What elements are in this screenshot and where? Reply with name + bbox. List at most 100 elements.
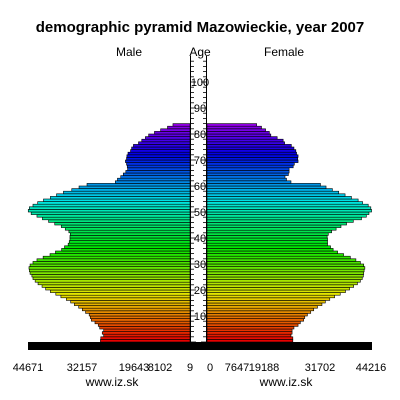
female-tick-19188: 19188 xyxy=(249,362,280,374)
male-bar-age-5 xyxy=(99,326,191,330)
male-bar-age-49 xyxy=(30,211,191,215)
male-bar-age-50 xyxy=(27,209,191,213)
male-bar-age-9 xyxy=(89,315,191,319)
female-bar-age-59 xyxy=(206,185,327,189)
age-label-100: 100 xyxy=(191,77,209,89)
female-bar-age-25 xyxy=(206,274,364,278)
female-bar-age-26 xyxy=(206,271,365,275)
female-bar-age-45 xyxy=(206,222,347,226)
female-bar-age-6 xyxy=(206,323,299,327)
male-bar-age-24 xyxy=(32,276,191,280)
female-bar-age-2 xyxy=(206,333,292,338)
female-bar-age-49 xyxy=(206,211,370,215)
male-bar-age-57 xyxy=(63,190,191,195)
female-bar-age-14 xyxy=(206,302,323,306)
male-tick-8102: 8102 xyxy=(148,362,172,374)
male-bar-age-2 xyxy=(103,333,191,338)
female-bar-age-70 xyxy=(206,157,298,161)
female-bar-age-19 xyxy=(206,289,346,293)
male-bar-age-21 xyxy=(41,284,191,288)
baseline-bar xyxy=(28,342,372,350)
female-tick-7647: 7647 xyxy=(225,362,249,374)
male-bar-age-26 xyxy=(29,271,191,275)
male-bar-age-30 xyxy=(32,261,191,265)
male-bar-age-81 xyxy=(160,128,191,132)
male-tick-19643: 19643 xyxy=(119,362,150,374)
female-bar-age-64 xyxy=(206,172,289,176)
age-label-10: 10 xyxy=(194,311,206,323)
female-bar-age-74 xyxy=(206,146,295,150)
female-bar-age-62 xyxy=(206,177,287,182)
male-bar-age-55 xyxy=(50,196,191,200)
female-bar-age-7 xyxy=(206,320,301,325)
male-bar-age-75 xyxy=(133,144,191,148)
male-bar-age-54 xyxy=(43,198,191,202)
male-bar-age-69 xyxy=(125,159,191,163)
male-bar-age-45 xyxy=(54,222,191,226)
female-bar-age-83 xyxy=(206,123,257,127)
male-bar-age-1 xyxy=(100,336,191,340)
male-bar-age-10 xyxy=(88,313,191,317)
female-bar-age-29 xyxy=(206,263,365,267)
male-bar-age-83 xyxy=(172,123,191,127)
female-bar-age-43 xyxy=(206,227,337,231)
male-bars-group xyxy=(27,123,191,343)
female-bar-age-72 xyxy=(206,151,297,156)
male-bar-age-62 xyxy=(117,177,191,182)
female-bar-age-63 xyxy=(206,175,286,179)
male-bar-age-60 xyxy=(86,183,191,187)
male-bar-age-29 xyxy=(29,263,191,267)
female-bar-age-4 xyxy=(206,328,293,332)
chart-title: demographic pyramid Mazowieckie, year 20… xyxy=(35,19,365,36)
male-bar-age-67 xyxy=(126,164,191,169)
male-bar-age-65 xyxy=(125,170,191,174)
male-bar-age-3 xyxy=(101,331,191,335)
female-tick-0: 0 xyxy=(207,362,213,374)
female-tick-31702: 31702 xyxy=(305,362,336,374)
female-bar-age-53 xyxy=(206,201,363,205)
female-bar-age-47 xyxy=(206,216,362,221)
female-bar-age-44 xyxy=(206,224,342,228)
age-tick-labels: 10 20 30 40 50 60 70 80 90 100 xyxy=(191,77,209,323)
female-bar-age-0 xyxy=(206,339,294,343)
male-bar-age-74 xyxy=(131,146,191,150)
male-bar-age-22 xyxy=(37,281,191,286)
male-bar-age-12 xyxy=(81,307,191,312)
female-bar-age-11 xyxy=(206,310,312,314)
male-bar-age-15 xyxy=(70,300,191,304)
female-bar-age-58 xyxy=(206,188,333,192)
male-bar-age-76 xyxy=(138,141,191,145)
male-bar-age-20 xyxy=(45,287,191,291)
male-bar-age-23 xyxy=(34,279,191,283)
female-bar-age-36 xyxy=(206,245,331,249)
male-tick-9: 9 xyxy=(187,362,193,374)
female-bar-age-9 xyxy=(206,315,306,319)
female-bar-age-60 xyxy=(206,183,321,187)
female-bar-age-65 xyxy=(206,170,290,174)
female-bar-age-3 xyxy=(206,331,293,335)
female-bar-age-17 xyxy=(206,294,335,299)
male-bar-age-66 xyxy=(127,167,191,171)
male-bar-age-78 xyxy=(145,136,191,140)
male-bar-age-33 xyxy=(49,253,191,257)
female-bar-age-32 xyxy=(206,255,351,260)
male-bar-age-80 xyxy=(154,131,191,135)
male-bar-age-61 xyxy=(114,180,191,184)
female-x-tick-labels: 0 7647 19188 31702 44216 xyxy=(207,362,386,374)
male-bar-age-44 xyxy=(60,224,191,228)
female-bar-age-22 xyxy=(206,281,358,286)
male-label: Male xyxy=(116,45,142,59)
male-bar-age-6 xyxy=(97,323,191,327)
female-bar-age-52 xyxy=(206,203,369,208)
female-bar-age-71 xyxy=(206,154,299,158)
male-bar-age-64 xyxy=(122,172,191,176)
age-label-20: 20 xyxy=(194,285,206,297)
male-bar-age-39 xyxy=(69,237,191,241)
male-tick-32157: 32157 xyxy=(67,362,98,374)
female-bar-age-69 xyxy=(206,159,299,163)
age-label-60: 60 xyxy=(194,181,206,193)
male-bar-age-41 xyxy=(70,232,191,236)
male-bar-age-18 xyxy=(55,292,191,296)
footer-right-credit: www.iz.sk xyxy=(259,375,314,389)
